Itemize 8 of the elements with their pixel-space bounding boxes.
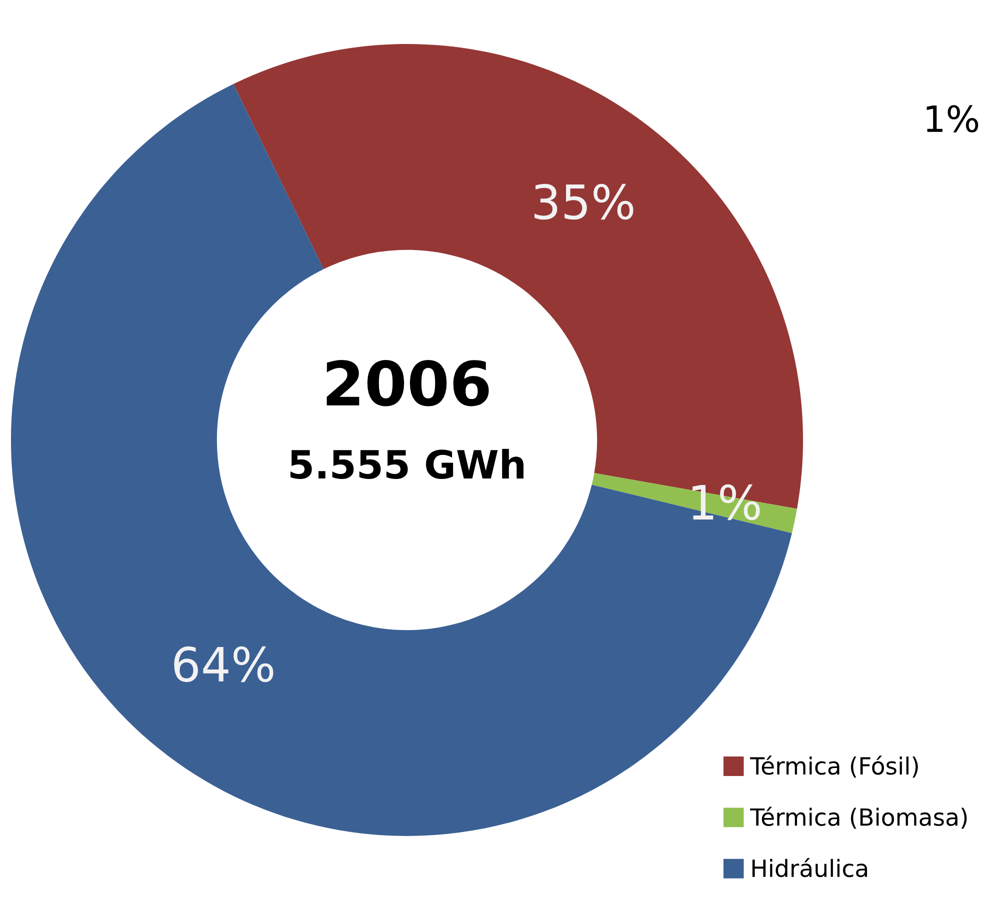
legend-label: Térmica (Biomasa) [750,806,967,829]
legend-label: Hidráulica [752,858,868,878]
legend-label: Térmica (Fósil) [750,756,918,778]
text: 2006 [326,360,489,406]
text: 5.555 GWh [290,448,524,480]
text: 1% [926,105,978,132]
data-label: 64% [174,646,274,682]
data-label: 35% [534,184,634,220]
